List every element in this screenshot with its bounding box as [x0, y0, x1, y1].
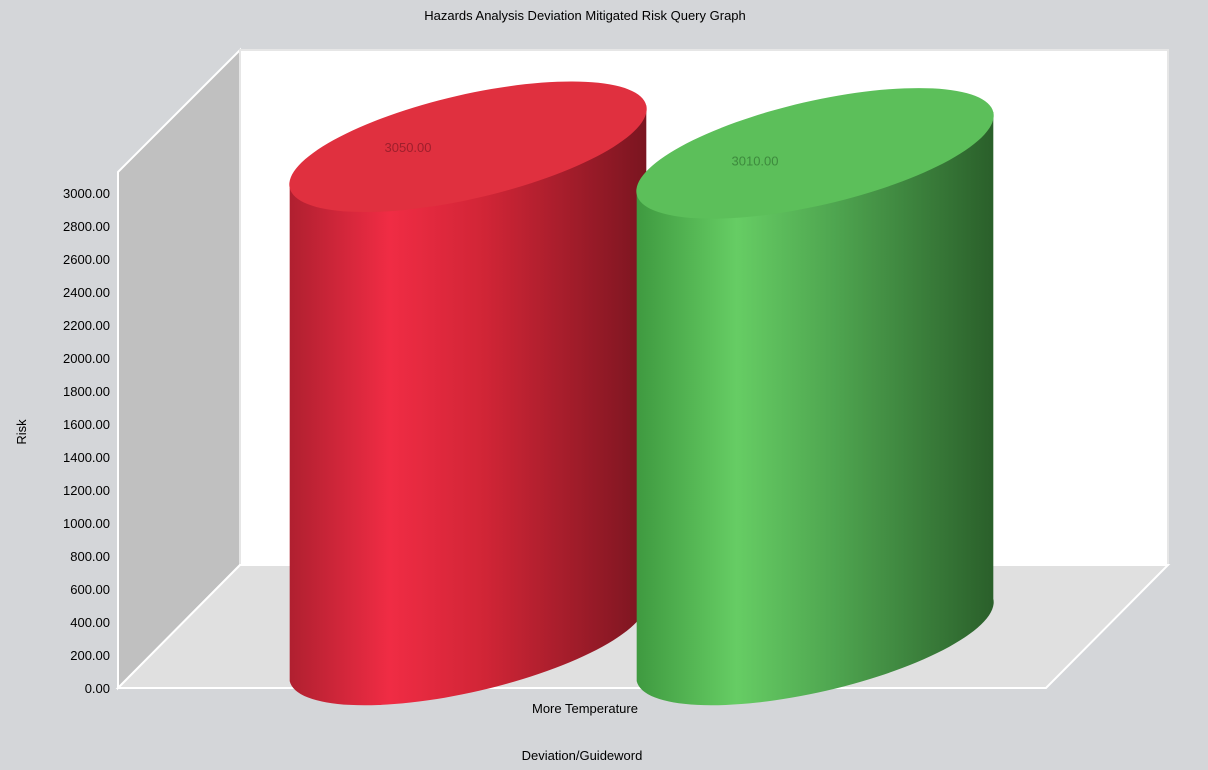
- y-tick-label: 0.00: [85, 681, 110, 696]
- data-label: 3010.00: [732, 153, 779, 168]
- chart-title: Hazards Analysis Deviation Mitigated Ris…: [424, 8, 746, 23]
- y-tick-label: 200.00: [70, 648, 110, 663]
- x-axis-label: Deviation/Guideword: [522, 748, 643, 763]
- y-tick-label: 400.00: [70, 615, 110, 630]
- y-tick-label: 600.00: [70, 582, 110, 597]
- bar-series-1-body: [289, 105, 647, 706]
- bar-series-2: 3010.00: [636, 88, 994, 706]
- y-tick-label: 1800.00: [63, 384, 110, 399]
- bar-series-1: 3050.00: [289, 81, 647, 706]
- bar-series-2-top: [636, 88, 994, 219]
- y-tick-label: 2400.00: [63, 285, 110, 300]
- bar-series-1-top: [289, 81, 647, 213]
- y-tick-label: 2000.00: [63, 351, 110, 366]
- y-axis-label: Risk: [14, 419, 29, 445]
- y-tick-label: 2800.00: [63, 219, 110, 234]
- data-label: 3050.00: [385, 140, 432, 155]
- y-tick-label: 1400.00: [63, 450, 110, 465]
- x-axis-category-label: More Temperature: [532, 701, 638, 716]
- y-tick-label: 1000.00: [63, 516, 110, 531]
- y-tick-label: 1200.00: [63, 483, 110, 498]
- bar-series-2-body: [636, 112, 994, 706]
- y-tick-label: 2200.00: [63, 318, 110, 333]
- y-tick-label: 800.00: [70, 549, 110, 564]
- y-tick-label: 3000.00: [63, 186, 110, 201]
- y-tick-label: 2600.00: [63, 252, 110, 267]
- y-tick-label: 1600.00: [63, 417, 110, 432]
